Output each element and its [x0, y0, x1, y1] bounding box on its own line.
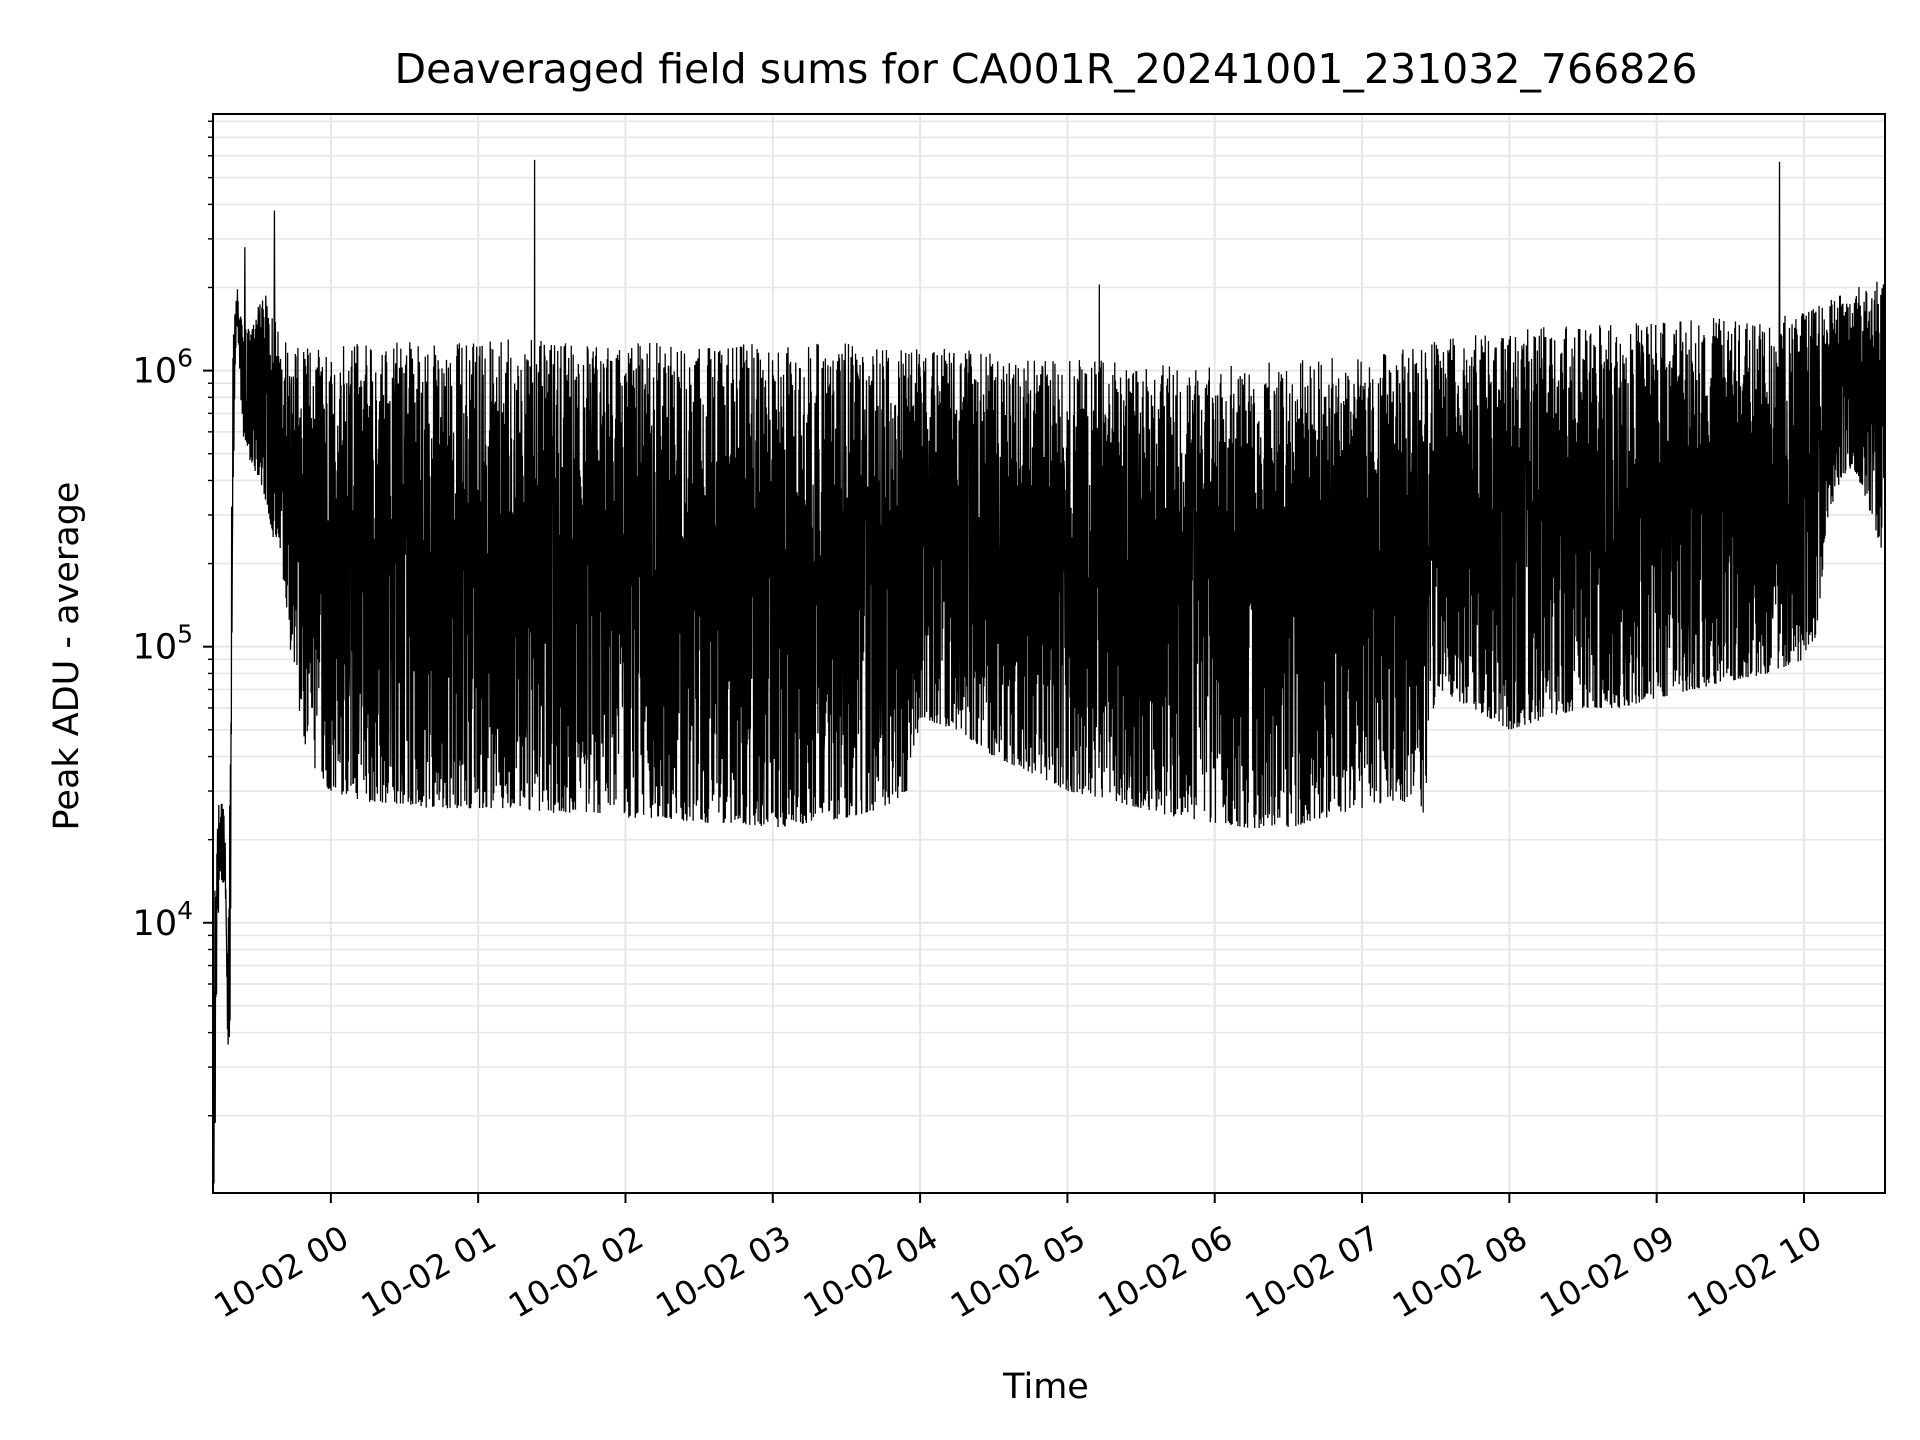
- y-axis-label: Peak ADU - average: [47, 482, 87, 831]
- series-line: [212, 159, 1886, 1184]
- x-axis-label: Time: [1002, 1367, 1089, 1407]
- y-axis: 104 105 106: [133, 120, 213, 1117]
- axes-frame: [212, 113, 1886, 1194]
- chart-title: Deaveraged field sums for CA001R_2024100…: [395, 45, 1698, 93]
- data-series: [212, 159, 1886, 1184]
- y-tick-label: 104: [133, 896, 193, 944]
- y-tick-label: 105: [133, 620, 193, 668]
- y-tick-label: 106: [133, 344, 193, 392]
